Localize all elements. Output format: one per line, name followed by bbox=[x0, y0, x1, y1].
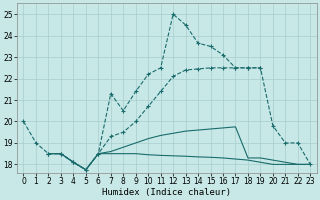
X-axis label: Humidex (Indice chaleur): Humidex (Indice chaleur) bbox=[102, 188, 231, 197]
